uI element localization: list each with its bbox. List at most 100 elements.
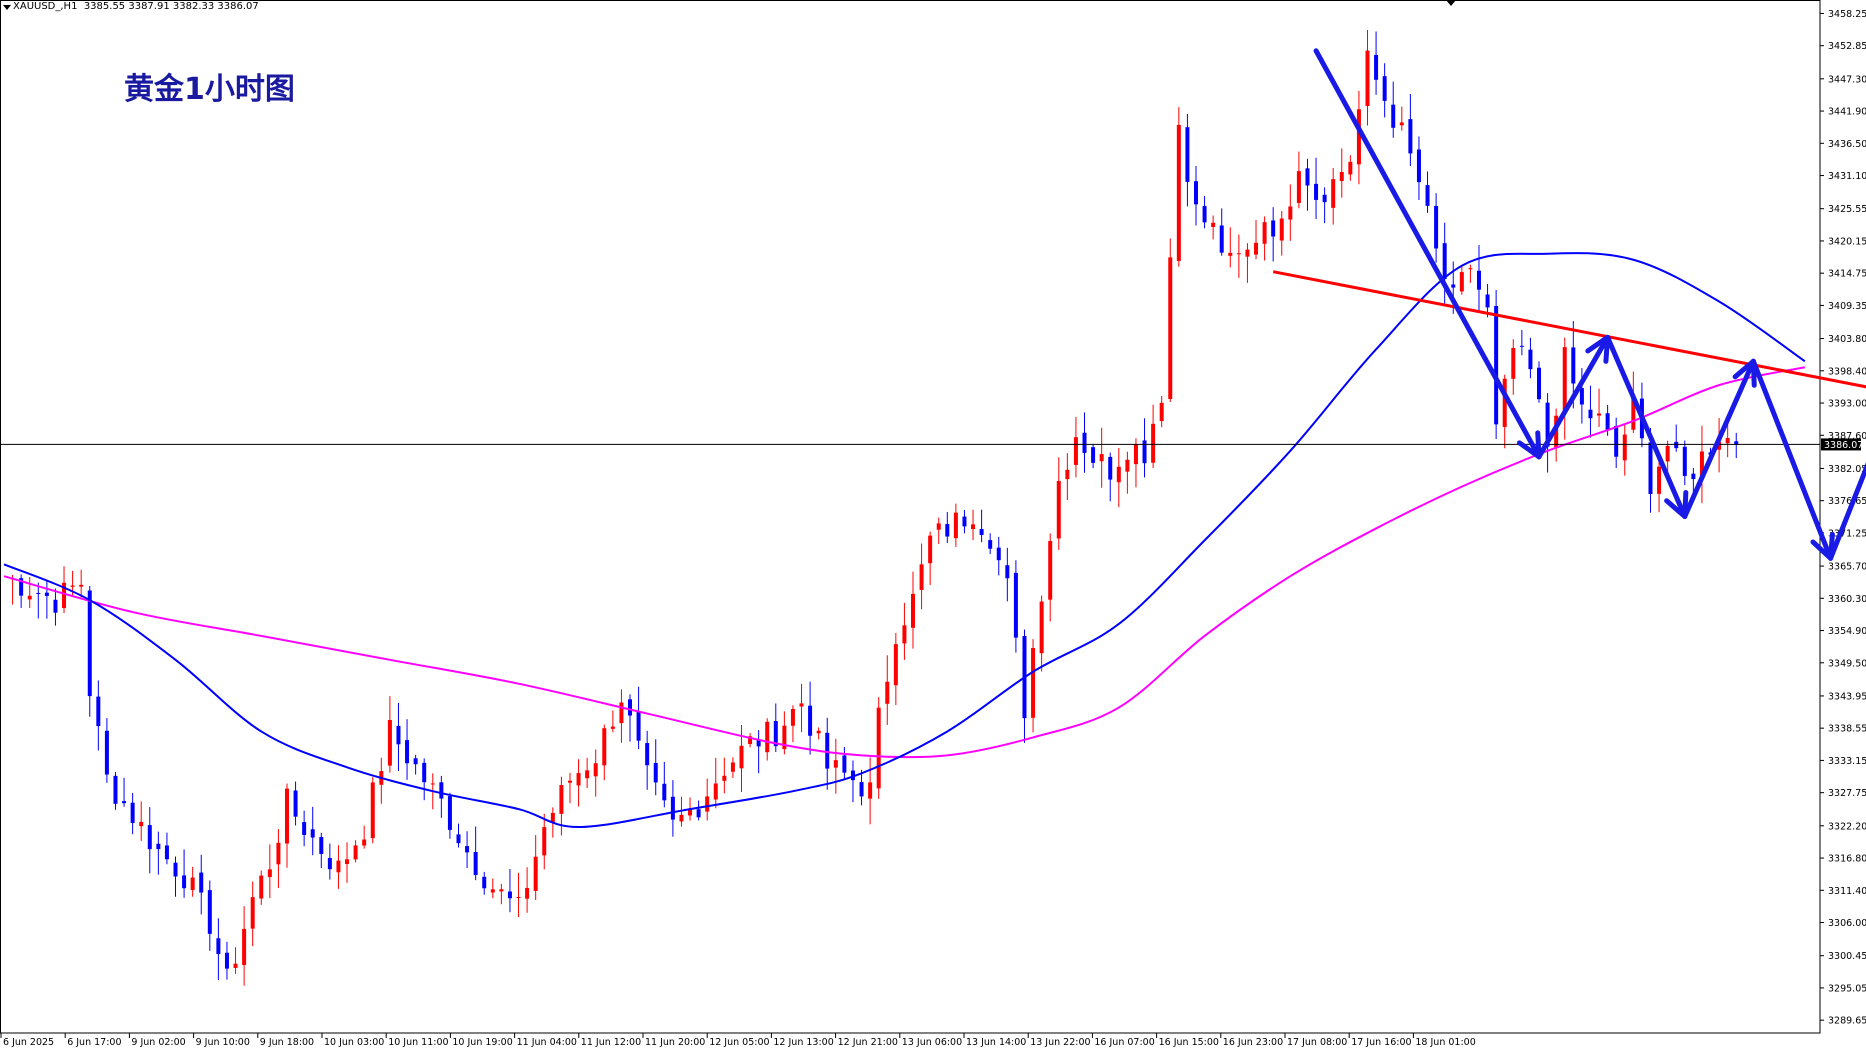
candle-body <box>62 582 67 608</box>
candle-body <box>1322 194 1327 203</box>
x-tick-label: 10 Jun 11:00 <box>388 1037 448 1048</box>
candle-body <box>739 745 744 769</box>
candle-body <box>756 740 761 747</box>
x-tick-label: 12 Jun 21:00 <box>838 1037 898 1048</box>
candle-body <box>619 702 624 724</box>
x-tick-label: 10 Jun 03:00 <box>324 1037 384 1048</box>
candle-body <box>242 928 247 965</box>
candle-body <box>1408 119 1413 154</box>
candle-body <box>593 763 598 777</box>
candle-body <box>1425 185 1430 206</box>
candle-body <box>1271 220 1276 237</box>
forecast-arrow-segment <box>1828 462 1866 561</box>
candle-body <box>1622 434 1627 461</box>
x-tick-label: 12 Jun 05:00 <box>709 1037 769 1048</box>
candle-body <box>1219 225 1224 253</box>
forecast-arrow-segment <box>1313 48 1542 460</box>
candle-body <box>1142 440 1147 464</box>
x-tick-label: 9 Jun 02:00 <box>131 1037 185 1048</box>
x-tick-label: 11 Jun 04:00 <box>517 1037 577 1048</box>
candle-body <box>387 719 392 766</box>
candle-body <box>336 860 341 873</box>
y-tick-label: 3300.45 <box>1828 951 1866 962</box>
candle-body <box>490 889 495 893</box>
candle-body <box>259 875 264 899</box>
candle-body <box>345 859 350 865</box>
candle-body <box>662 783 667 801</box>
y-tick-label: 3322.20 <box>1828 821 1866 832</box>
candle-body <box>1528 349 1533 370</box>
candle-body <box>713 783 718 800</box>
candle-body <box>456 834 461 844</box>
candle-body <box>1296 171 1301 203</box>
plot-frame <box>0 0 1821 1034</box>
candle-body <box>1725 438 1730 444</box>
candle-body <box>1468 268 1473 270</box>
candle-body <box>439 782 444 799</box>
candle-body <box>808 705 813 736</box>
candle-body <box>1013 572 1018 638</box>
candle-body <box>1588 409 1593 419</box>
candle-body <box>199 872 204 893</box>
symbol-label: XAUUSD_,H1 <box>13 1 78 12</box>
candle-body <box>44 592 49 596</box>
candle-body <box>945 524 950 537</box>
candle-body <box>1631 397 1636 430</box>
y-tick-label: 3393.00 <box>1828 399 1866 410</box>
x-tick-label: 12 Jun 13:00 <box>773 1037 833 1048</box>
x-tick-label: 9 Jun 10:00 <box>196 1037 250 1048</box>
candle-body <box>507 891 512 899</box>
candle-body <box>696 809 701 818</box>
candle-body <box>207 890 212 934</box>
candle-body <box>319 837 324 854</box>
candle-body <box>250 897 255 929</box>
candle-body <box>1073 437 1078 465</box>
candle-body <box>327 858 332 870</box>
candle-body <box>413 758 418 765</box>
candle-body <box>1416 149 1421 183</box>
ohlc-label: 3385.55 3387.91 3382.33 3386.07 <box>83 1 259 12</box>
y-tick-label: 3436.50 <box>1828 139 1866 150</box>
chart-menu-icon[interactable] <box>3 5 11 10</box>
y-tick-label: 3333.15 <box>1828 756 1866 767</box>
y-tick-label: 3458.25 <box>1828 9 1866 20</box>
candle-body <box>1399 122 1404 126</box>
current-price-box <box>1821 438 1861 451</box>
candle-body <box>1374 54 1379 80</box>
candle-body <box>1682 446 1687 476</box>
y-tick-label: 3295.05 <box>1828 983 1866 994</box>
candle-body <box>1476 270 1481 290</box>
candle-body <box>233 963 238 968</box>
candle-body <box>122 801 127 804</box>
candle-body <box>842 755 847 773</box>
candle-body <box>799 703 804 707</box>
y-tick-label: 3420.15 <box>1828 236 1866 247</box>
candle-body <box>790 708 795 726</box>
candle-body <box>182 875 187 889</box>
candle-body <box>1459 272 1464 292</box>
candle-body <box>636 711 641 741</box>
candle-body <box>447 796 452 830</box>
y-tick-label: 3376.65 <box>1828 496 1866 507</box>
candle-body <box>885 681 890 704</box>
candle-body <box>1254 242 1259 255</box>
candle-body <box>1537 367 1542 400</box>
y-tick-label: 3365.70 <box>1828 562 1866 573</box>
candle-body <box>422 762 427 783</box>
candle-body <box>1031 648 1036 718</box>
candle-body <box>310 829 315 838</box>
candle-body <box>1091 447 1096 463</box>
candle-body <box>156 843 161 850</box>
x-tick-label: 13 Jun 22:00 <box>1030 1037 1090 1048</box>
candle-body <box>1193 181 1198 205</box>
x-tick-label: 17 Jun 16:00 <box>1351 1037 1411 1048</box>
x-tick-label: 13 Jun 06:00 <box>902 1037 962 1048</box>
x-tick-label: 10 Jun 19:00 <box>452 1037 512 1048</box>
candle-body <box>1176 124 1181 261</box>
candle-body <box>1202 206 1207 223</box>
candle-body <box>87 590 92 697</box>
candle-body <box>850 770 855 781</box>
candle-body <box>919 564 924 590</box>
candle-body <box>833 760 838 768</box>
